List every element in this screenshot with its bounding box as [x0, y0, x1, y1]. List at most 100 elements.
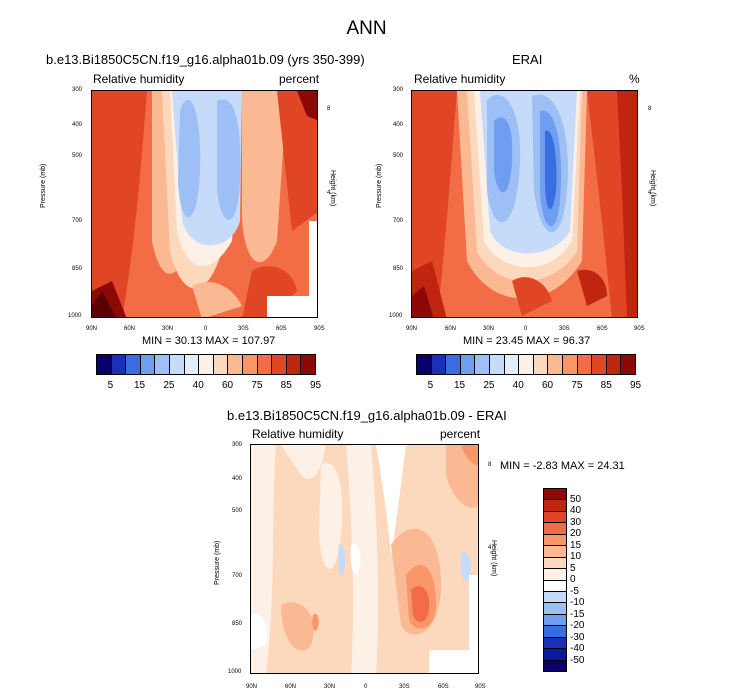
panel3-minmax: MIN = -2.83 MAX = 24.31 [500, 460, 625, 472]
panel3-ytick: 700 [232, 573, 243, 579]
colorbar-label: -30 [570, 631, 585, 643]
colorbar-swatch [126, 355, 141, 374]
colorbar-label: -50 [570, 654, 585, 666]
panel1-plot [91, 90, 318, 318]
colorbar-label: 40 [512, 380, 524, 391]
colorbar-swatch [544, 557, 566, 570]
panel1-htick: 4 [327, 190, 331, 196]
colorbar-label: 40 [570, 505, 582, 516]
panel3-ylabel: Pressure (mb) [214, 540, 221, 585]
colorbar-swatch [489, 355, 505, 374]
panel1-htick: 8 [327, 106, 331, 112]
panel1-ytick: 500 [72, 153, 83, 159]
colorbar-swatch [592, 355, 607, 374]
panel2-ytick: 850 [393, 266, 404, 272]
colorbar-label: 0 [570, 574, 576, 585]
colorbar-label: 85 [600, 380, 612, 391]
panel2-xtick: 60N [445, 326, 457, 332]
panel1-xtick: 90S [314, 326, 325, 332]
panel3-xtick: 90N [246, 684, 258, 690]
colorbar-swatch [417, 355, 432, 374]
colorbar-swatch [111, 355, 127, 374]
panel2-right-label: % [629, 72, 640, 86]
panel2-ytick: 1000 [389, 313, 403, 319]
panel3-left-label: Relative humidity [252, 427, 344, 441]
panel1-right-label: percent [279, 72, 320, 86]
colorbar-label: 30 [570, 516, 582, 528]
colorbar-swatch [228, 355, 243, 374]
colorbar-swatch [544, 546, 566, 558]
panel1-ylabel: Pressure (mb) [40, 163, 47, 208]
panel1-xtick: 30N [162, 326, 174, 332]
colorbar-swatch [544, 523, 566, 535]
colorbar-label: 40 [192, 380, 204, 391]
colorbar-swatch [475, 355, 490, 374]
colorbar-label: 15 [454, 380, 466, 391]
panel2-xtick: 30S [559, 326, 570, 332]
panel2-ytick: 300 [393, 87, 404, 93]
colorbar-label: 60 [222, 380, 234, 391]
colorbar-label: 10 [570, 551, 582, 562]
colorbar-label: -10 [570, 597, 585, 608]
panel3-plot [250, 444, 479, 674]
panel1-colorbar [96, 354, 316, 375]
panel2-ytick: 500 [393, 153, 404, 159]
colorbar-label: -20 [570, 620, 585, 631]
panel2-xtick: 30N [483, 326, 495, 332]
panel3-ytick: 850 [232, 621, 243, 627]
colorbar-label: 25 [163, 380, 175, 391]
colorbar-swatch [155, 355, 170, 374]
panel1-xtick: 30S [238, 326, 249, 332]
colorbar-swatch [169, 355, 185, 374]
panel2-field [412, 91, 637, 317]
panel3-ytick: 1000 [228, 669, 242, 675]
panel3-ytick: 300 [232, 442, 243, 448]
colorbar-label: 95 [630, 380, 642, 391]
colorbar-swatch [544, 569, 566, 581]
panel3-xtick: 0 [364, 684, 368, 690]
colorbar-swatch [544, 511, 566, 524]
colorbar-swatch [544, 660, 566, 671]
colorbar-label: 15 [570, 539, 582, 551]
colorbar-swatch [606, 355, 622, 374]
panel1-xtick: 60N [124, 326, 136, 332]
colorbar-label: -5 [570, 585, 579, 597]
colorbar-swatch [544, 489, 566, 501]
panel1-ytick: 850 [72, 266, 83, 272]
colorbar-swatch [544, 614, 566, 627]
colorbar-swatch [257, 355, 273, 374]
panel1-left-label: Relative humidity [93, 72, 185, 86]
colorbar-label: 5 [427, 380, 434, 391]
colorbar-swatch [544, 649, 566, 661]
panel3-xtick: 30N [324, 684, 336, 690]
panel2-xtick: 60S [597, 326, 608, 332]
panel2-height-label: Height (km) [649, 170, 656, 207]
colorbar-swatch [544, 500, 566, 512]
main-title: ANN [346, 18, 387, 39]
colorbar-label: -40 [570, 643, 585, 654]
panel3-colorbar-labels: 50 40 30 20 15 10 5 0 -5 -10 -15 -20 -30 -40 -50 [570, 488, 610, 672]
panel1-height-label: Height (km) [329, 170, 336, 207]
colorbar-swatch [184, 355, 200, 374]
colorbar-swatch [140, 355, 156, 374]
colorbar-label: 5 [107, 380, 114, 391]
colorbar-label: 85 [280, 380, 292, 391]
panel2-left-label: Relative humidity [414, 72, 506, 86]
colorbar-swatch [213, 355, 229, 374]
panel2-htick: 8 [648, 106, 652, 112]
colorbar-swatch [544, 637, 566, 650]
colorbar-label: 95 [310, 380, 322, 391]
colorbar-label: 25 [483, 380, 495, 391]
panel1-colorbar-labels: 5 15 25 40 60 75 85 95 [96, 380, 321, 394]
panel2-xtick: 90S [634, 326, 645, 332]
colorbar-label: 60 [542, 380, 554, 391]
panel2-ytick: 400 [393, 122, 404, 128]
colorbar-swatch [286, 355, 302, 374]
colorbar-label: 50 [570, 493, 582, 505]
colorbar-swatch [533, 355, 549, 374]
panel2-colorbar [416, 354, 636, 375]
panel3-xtick: 60S [438, 684, 449, 690]
colorbar-label: 15 [134, 380, 146, 391]
panel2-ylabel: Pressure (mb) [376, 163, 383, 208]
panel3-right-label: percent [440, 427, 481, 441]
